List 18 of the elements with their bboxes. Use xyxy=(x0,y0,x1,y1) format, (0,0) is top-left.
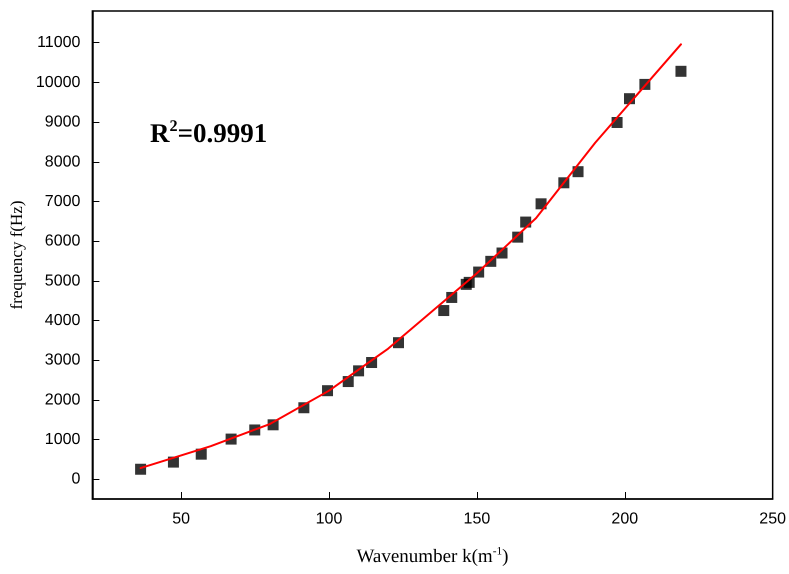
y-tick-label: 3000 xyxy=(44,352,80,369)
y-tick-label: 1000 xyxy=(44,430,80,448)
y-tick-label: 4000 xyxy=(44,312,80,329)
y-tick-label: 8000 xyxy=(44,153,80,170)
y-tick-label: 10000 xyxy=(36,74,80,91)
y-axis-title: frequency f(Hz) xyxy=(7,200,26,310)
x-tick-label: 200 xyxy=(611,510,638,528)
y-tick-label: 5000 xyxy=(44,272,80,290)
y-tick-label: 2000 xyxy=(44,391,80,408)
y-tick-label: 0 xyxy=(71,470,80,488)
x-tick-label: 100 xyxy=(316,510,342,528)
x-tick-label: 250 xyxy=(759,510,786,528)
x-tick-label: 50 xyxy=(172,510,190,528)
y-tick-label: 11000 xyxy=(37,34,80,52)
y-tick-label: 7000 xyxy=(44,192,80,210)
x-tick-label: 150 xyxy=(464,510,490,528)
y-tick-label: 9000 xyxy=(44,114,80,131)
y-tick-label: 6000 xyxy=(44,232,80,250)
